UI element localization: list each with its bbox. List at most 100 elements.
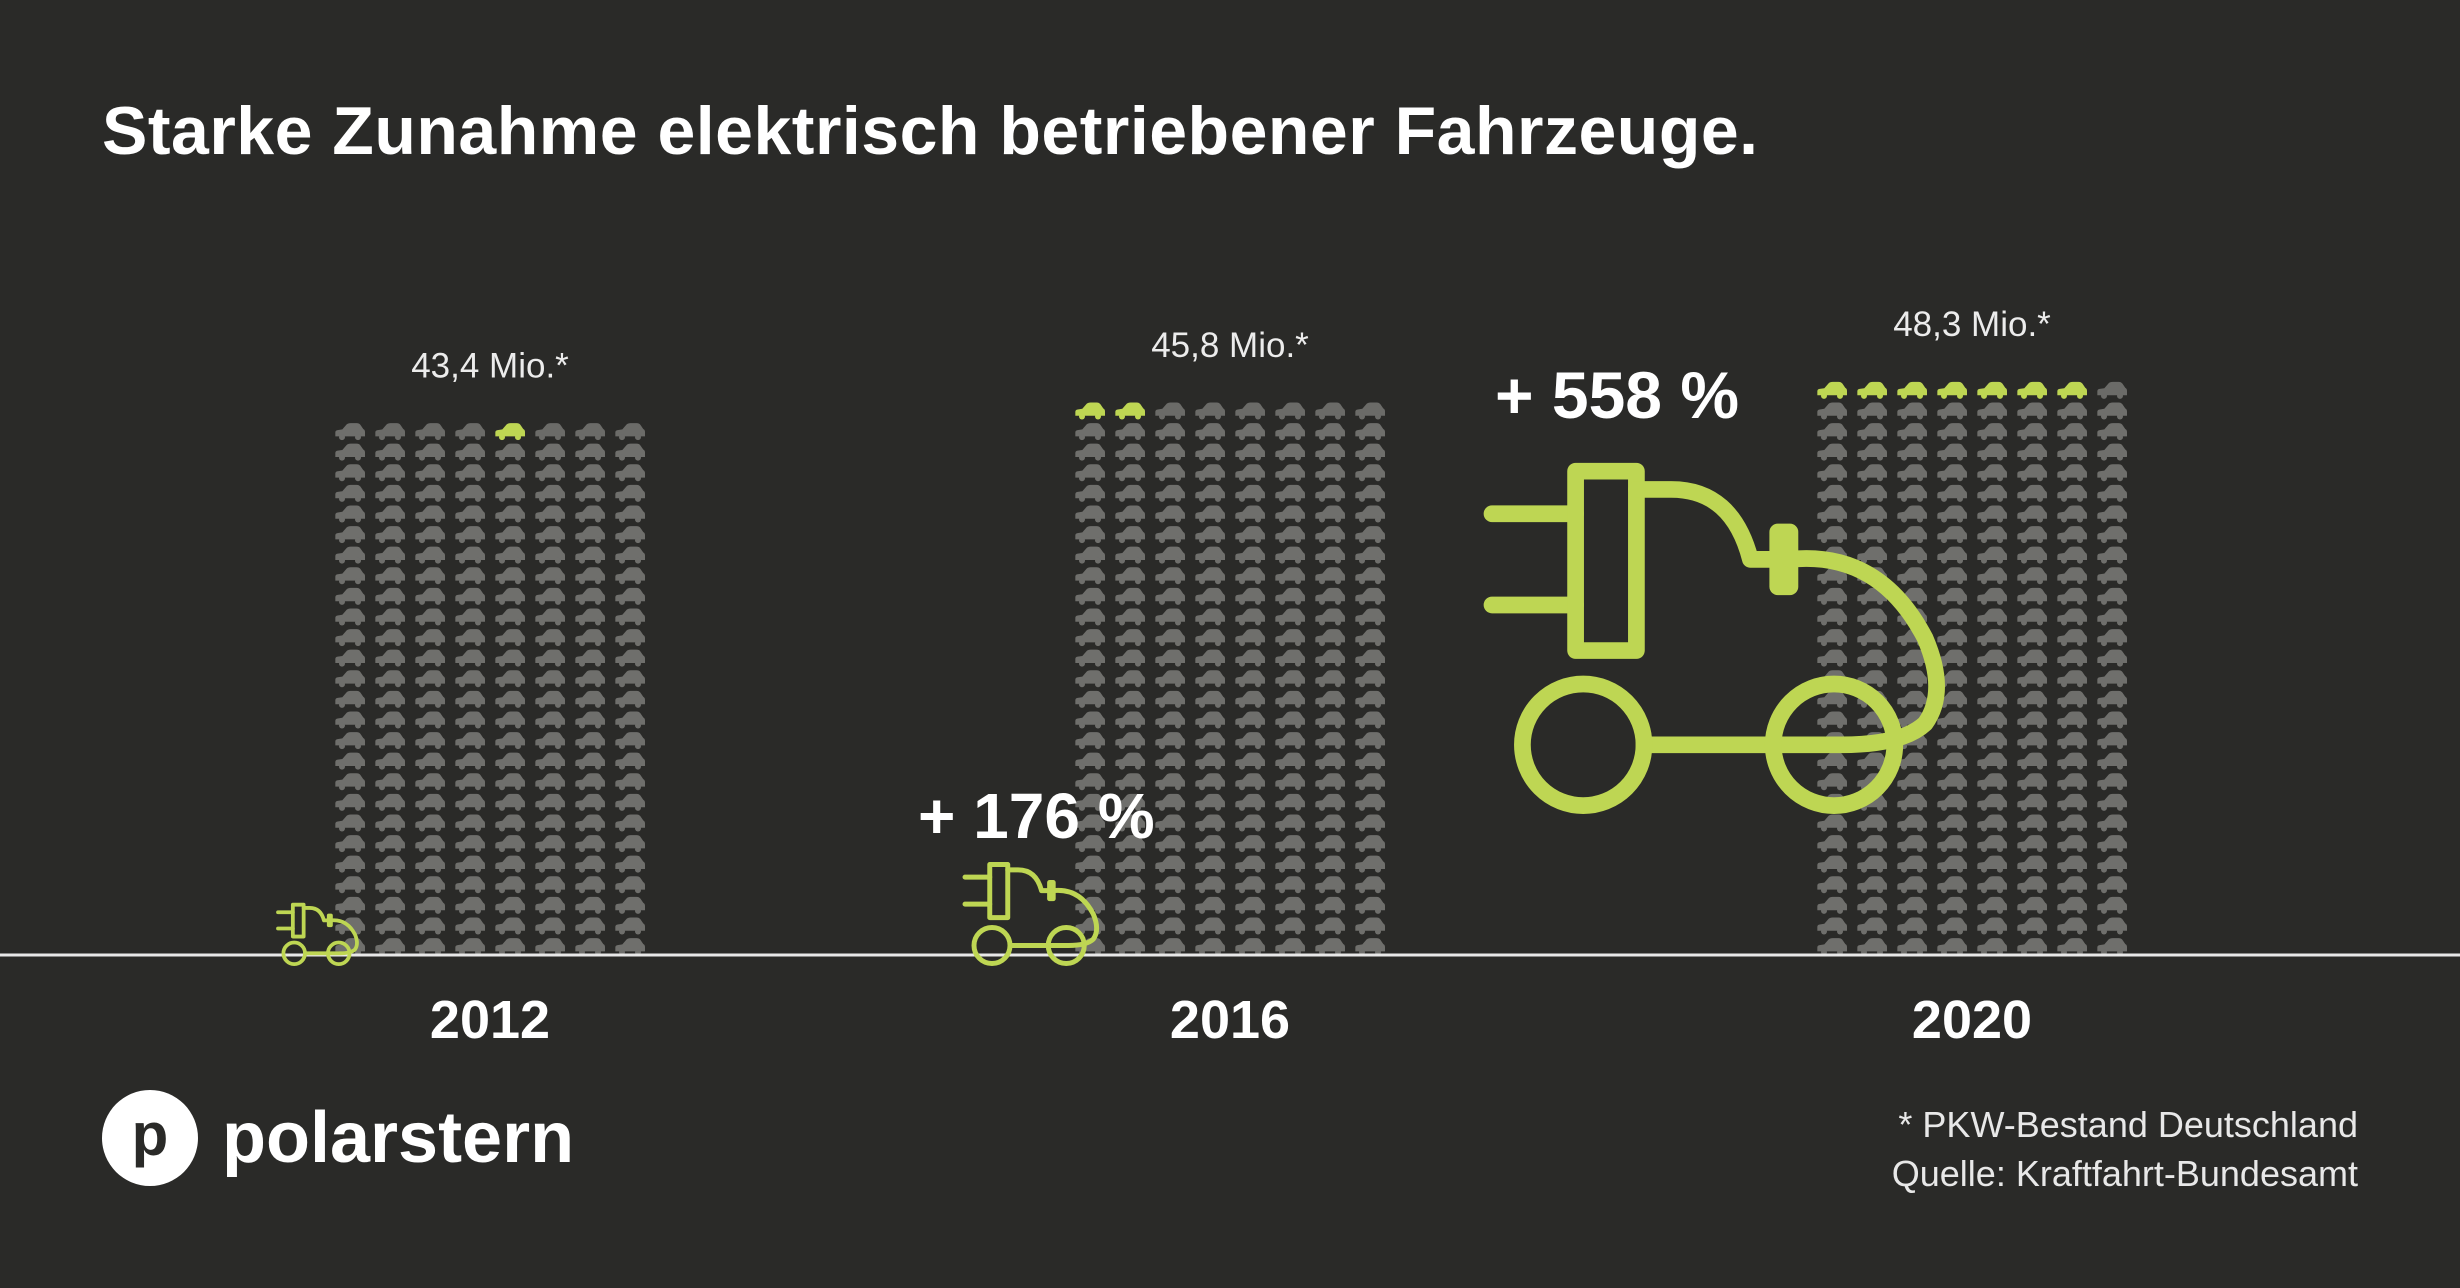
car-icon bbox=[1275, 732, 1305, 750]
car-icon bbox=[1195, 670, 1225, 688]
car-icon bbox=[1235, 855, 1265, 873]
car-icon bbox=[1235, 752, 1265, 770]
car-icon bbox=[535, 814, 565, 832]
car-icon bbox=[455, 876, 485, 894]
car-icon bbox=[335, 649, 365, 667]
car-icon bbox=[575, 690, 605, 708]
car-icon bbox=[1315, 484, 1345, 502]
car-icon bbox=[415, 690, 445, 708]
car-icon bbox=[335, 546, 365, 564]
car-icon bbox=[375, 896, 405, 914]
car-icon bbox=[1315, 835, 1345, 853]
car-icon bbox=[1315, 629, 1345, 647]
car-icon bbox=[575, 526, 605, 544]
car-icon bbox=[1155, 526, 1185, 544]
car-icon bbox=[1977, 773, 2007, 791]
car-icon bbox=[1355, 752, 1385, 770]
car-icon bbox=[615, 732, 645, 750]
car-icon bbox=[575, 464, 605, 482]
car-icon bbox=[1075, 608, 1105, 626]
car-icon bbox=[495, 835, 525, 853]
car-icon bbox=[2017, 443, 2047, 461]
car-icon bbox=[1235, 608, 1265, 626]
car-icon bbox=[1115, 855, 1145, 873]
car-icon bbox=[1817, 464, 1847, 482]
car-icon bbox=[375, 505, 405, 523]
car-icon bbox=[1897, 690, 1927, 708]
car-icon bbox=[535, 670, 565, 688]
bar-2012 bbox=[335, 423, 645, 956]
electric-car-icon bbox=[1897, 381, 1927, 399]
car-icon bbox=[2057, 855, 2087, 873]
car-icon bbox=[375, 835, 405, 853]
car-icon bbox=[1235, 629, 1265, 647]
car-icon bbox=[1235, 526, 1265, 544]
car-icon bbox=[1817, 423, 1847, 441]
car-icon bbox=[1275, 402, 1305, 420]
car-icon bbox=[1897, 917, 1927, 935]
car-icon bbox=[1355, 835, 1385, 853]
car-icon bbox=[1977, 464, 2007, 482]
car-icon bbox=[575, 773, 605, 791]
car-icon bbox=[535, 505, 565, 523]
car-icon bbox=[1897, 793, 1927, 811]
car-icon bbox=[2057, 793, 2087, 811]
car-icon bbox=[1075, 752, 1105, 770]
car-icon bbox=[375, 464, 405, 482]
car-icon bbox=[1275, 587, 1305, 605]
car-icon bbox=[2017, 423, 2047, 441]
car-icon bbox=[455, 752, 485, 770]
car-icon bbox=[1155, 793, 1185, 811]
car-icon bbox=[535, 793, 565, 811]
car-icon bbox=[415, 546, 445, 564]
car-icon bbox=[375, 793, 405, 811]
car-icon bbox=[455, 690, 485, 708]
car-icon bbox=[455, 505, 485, 523]
car-icon bbox=[1897, 835, 1927, 853]
electric-car-icon bbox=[1977, 381, 2007, 399]
car-icon bbox=[1977, 793, 2007, 811]
car-icon bbox=[1315, 670, 1345, 688]
polarstern-logo: p polarstern bbox=[102, 1090, 574, 1186]
car-icon bbox=[1977, 670, 2007, 688]
car-icon bbox=[575, 835, 605, 853]
car-icon bbox=[1275, 567, 1305, 585]
car-icon bbox=[455, 793, 485, 811]
electric-car-icon bbox=[2057, 381, 2087, 399]
car-icon bbox=[335, 505, 365, 523]
car-icon bbox=[2097, 896, 2127, 914]
car-icon bbox=[615, 835, 645, 853]
car-icon bbox=[335, 423, 365, 441]
electric-car-icon bbox=[1075, 402, 1105, 420]
car-icon bbox=[1897, 546, 1927, 564]
car-icon bbox=[1155, 484, 1185, 502]
car-icon bbox=[1897, 670, 1927, 688]
car-icon bbox=[2057, 464, 2087, 482]
car-icon bbox=[1977, 732, 2007, 750]
car-icon bbox=[535, 917, 565, 935]
car-icon bbox=[1355, 443, 1385, 461]
car-icon bbox=[1977, 484, 2007, 502]
car-icon bbox=[335, 484, 365, 502]
car-icon bbox=[575, 649, 605, 667]
car-icon bbox=[575, 608, 605, 626]
car-icon bbox=[1937, 546, 1967, 564]
car-icon bbox=[1315, 896, 1345, 914]
car-icon bbox=[1817, 505, 1847, 523]
car-icon bbox=[2097, 876, 2127, 894]
logo-wordmark: polarstern bbox=[222, 1098, 575, 1178]
car-icon bbox=[415, 608, 445, 626]
car-icon bbox=[2057, 876, 2087, 894]
car-icon bbox=[1315, 443, 1345, 461]
car-icon bbox=[1315, 649, 1345, 667]
car-icon bbox=[2057, 732, 2087, 750]
car-icon bbox=[375, 649, 405, 667]
car-icon bbox=[415, 896, 445, 914]
car-icon bbox=[615, 484, 645, 502]
car-icon bbox=[1315, 752, 1345, 770]
car-icon bbox=[1977, 896, 2007, 914]
car-icon bbox=[1977, 690, 2007, 708]
car-icon bbox=[1937, 835, 1967, 853]
car-icon bbox=[1857, 876, 1887, 894]
car-icon bbox=[1315, 587, 1345, 605]
